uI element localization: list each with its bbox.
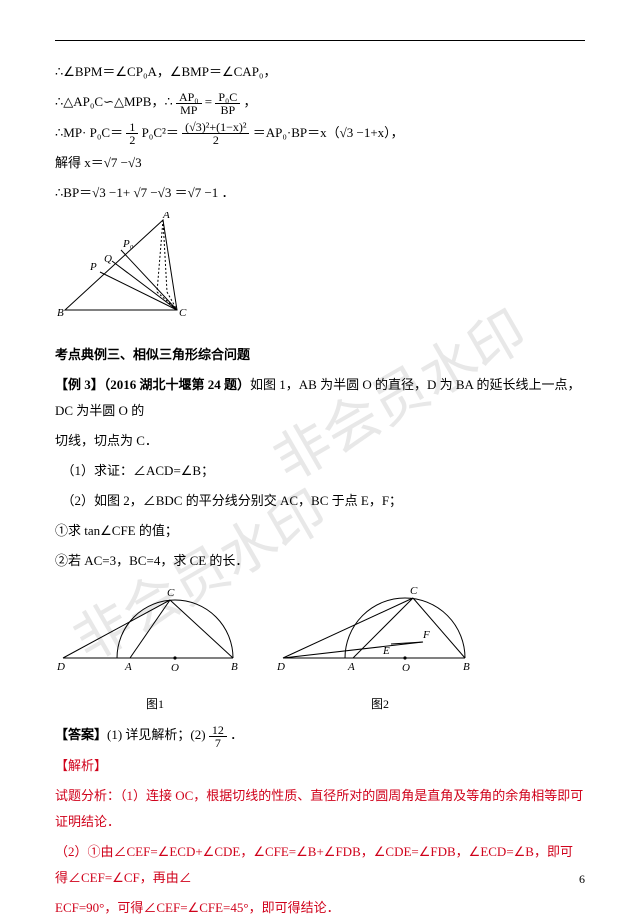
text: ∴MP· P₀C＝ <box>55 125 123 140</box>
fraction: 12 <box>126 121 138 146</box>
proof-line: 解得 x＝√7 −√3 <box>55 150 585 176</box>
svg-text:C: C <box>167 587 175 599</box>
denominator: BP <box>215 104 240 116</box>
svg-text:Q: Q <box>104 253 112 265</box>
svg-text:P: P <box>89 261 97 273</box>
svg-text:P₀: P₀ <box>122 238 134 250</box>
equals: = <box>205 94 216 109</box>
svg-text:B: B <box>463 661 470 673</box>
svg-text:O: O <box>402 662 410 674</box>
denominator: 2 <box>182 134 249 146</box>
denominator: 7 <box>209 737 227 749</box>
analysis-label: 【解析】 <box>55 753 585 779</box>
page-content: ∴∠BPM＝∠CP₀A，∠BMP＝∠CAP₀， ∴△AP₀C∽△MPB，∴ AP… <box>55 40 585 921</box>
example-label: 【例 3】（2016 湖北十堰第 24 题） <box>55 377 250 392</box>
fraction: AP₀MP <box>176 91 202 116</box>
figure-label: 图2 <box>275 692 485 716</box>
text: ＝AP₀·BP＝x（√3 −1+x）， <box>253 125 404 140</box>
analysis-line: ECF=90°，可得∠CEF=∠CFE=45°，即可得结论． <box>55 895 585 921</box>
triangle-diagram: A B C P P₀ Q <box>55 212 585 336</box>
proof-line: ∴∠BPM＝∠CP₀A，∠BMP＝∠CAP₀， <box>55 59 585 85</box>
question-line: （2）如图 2，∠BDC 的平分线分别交 AC，BC 于点 E，F； <box>55 488 585 514</box>
denominator: MP <box>176 104 202 116</box>
fraction: (√3)²+(1−x)²2 <box>182 121 249 146</box>
question-line: （1）求证：∠ACD=∠B； <box>55 458 585 484</box>
svg-text:D: D <box>56 661 65 673</box>
question-line: ②若 AC=3，BC=4，求 CE 的长． <box>55 548 585 574</box>
svg-text:E: E <box>382 645 390 657</box>
svg-text:D: D <box>276 661 285 673</box>
section-heading: 考点典例三、相似三角形综合问题 <box>55 342 585 368</box>
fraction: P₀CBP <box>215 91 240 116</box>
text: ． <box>230 727 243 742</box>
example-line: 切线，切点为 C． <box>55 428 585 454</box>
analysis-line: 试题分析：（1）连接 OC，根据切线的性质、直径所对的圆周角是直角及等角的余角相… <box>55 783 585 835</box>
svg-text:C: C <box>179 307 187 319</box>
answer-label: 【答案】 <box>55 727 107 742</box>
svg-text:A: A <box>162 212 170 221</box>
svg-text:A: A <box>124 661 132 673</box>
header-rule <box>55 40 585 41</box>
numerator: P₀C <box>215 91 240 104</box>
svg-text:F: F <box>422 629 430 641</box>
svg-text:B: B <box>57 307 64 319</box>
svg-text:C: C <box>410 585 418 597</box>
denominator: 2 <box>126 134 138 146</box>
text: P₀C²＝ <box>142 125 179 140</box>
proof-line: ∴BP＝√3 −1+ √7 −√3 ＝√7 −1 ． <box>55 180 585 206</box>
proof-line: ∴MP· P₀C＝ 12 P₀C²＝ (√3)²+(1−x)²2 ＝AP₀·BP… <box>55 120 585 147</box>
analysis-line: （2）①由∠CEF=∠ECD+∠CDE，∠CFE=∠B+∠FDB，∠CDE=∠F… <box>55 839 585 891</box>
figure-2: D A O B C E F 图2 <box>275 578 485 716</box>
example-line: 【例 3】（2016 湖北十堰第 24 题）如图 1，AB 为半圆 O 的直径，… <box>55 372 585 424</box>
figures-row: D A O B C 图1 D A O <box>55 578 585 716</box>
svg-text:B: B <box>231 661 238 673</box>
figure-label: 图1 <box>55 692 255 716</box>
text: (1) 详见解析；(2) <box>107 727 209 742</box>
text: ∴△AP₀C∽△MPB，∴ <box>55 94 176 109</box>
numerator: 12 <box>209 724 227 737</box>
svg-text:A: A <box>347 661 355 673</box>
answer-line: 【答案】(1) 详见解析；(2) 127 ． <box>55 722 585 749</box>
numerator: AP₀ <box>176 91 202 104</box>
proof-line: ∴△AP₀C∽△MPB，∴ AP₀MP = P₀CBP ， <box>55 89 585 116</box>
svg-text:O: O <box>171 662 179 674</box>
question-line: ①求 tan∠CFE 的值； <box>55 518 585 544</box>
figure-1: D A O B C 图1 <box>55 578 255 716</box>
fraction: 127 <box>209 724 227 749</box>
text: ， <box>243 94 256 109</box>
